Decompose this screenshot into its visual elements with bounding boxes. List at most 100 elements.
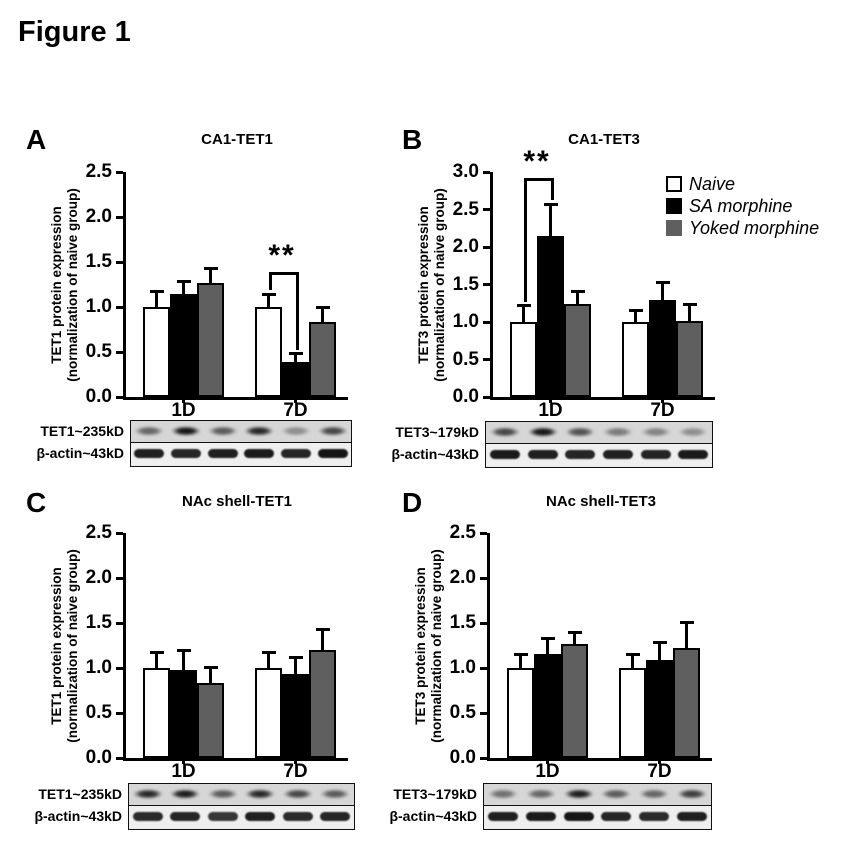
y-tick-mark [483,320,490,324]
x-category-label: 7D [283,400,308,421]
error-bar-line [267,652,270,668]
y-tick-label: 2.5 [452,198,479,220]
y-tick-label: 1.0 [452,311,479,332]
x-category-tick [661,397,664,403]
significance-stars: ** [268,238,296,272]
y-tick-mark [483,283,490,286]
chart-title-b: CA1-TET3 [568,131,640,148]
protein-band [134,426,165,436]
y-tick-label: 1.5 [452,273,479,295]
blot-band-label: TET3~179kD [395,424,479,440]
y-tick-label: 0.0 [452,386,479,407]
y-tick-label: 1.5 [449,612,476,633]
x-category-tick [294,397,297,403]
chart-title-d: NAc shell-TET3 [545,493,657,510]
y-tick-mark [483,395,490,399]
x-category-tick [549,397,552,403]
error-bar-cap [543,202,558,206]
error-bar-cap [149,651,164,655]
x-category-label: 7D [647,761,672,782]
x-axis [123,758,348,761]
error-bar-cap [516,304,531,307]
y-tick-mark [480,531,487,535]
error-bar-line [576,291,579,304]
error-bar-line [209,667,212,684]
bar-yoked-morphine-7D [309,650,336,758]
y-tick-mark [116,666,123,670]
bar-chart-a: 0.0 0.5 1.0 1.5 2.0 2.5 1D 7D ** [86,161,348,420]
bar-sa-morphine-7D [282,674,309,758]
protein-band [207,449,238,458]
x-category-tick [294,758,297,764]
bar-yoked-morphine-7D [673,648,700,758]
x-category-label: 1D [171,761,196,782]
y-tick-mark [483,170,490,174]
sig-bracket-right [550,178,554,201]
y-tick-mark [116,621,123,625]
blot-row-actin [486,444,712,466]
y-tick-mark [480,621,487,625]
error-bar-cap [679,620,694,624]
error-bar-cap [625,653,640,656]
bar-naive-7D [255,668,282,758]
protein-band [487,812,518,821]
y-tick-mark [116,215,123,219]
bar-naive-7D [619,668,646,758]
y-axis-label-line1: TET3 protein expression [415,205,431,364]
y-tick-label: 0.5 [452,348,479,370]
error-bar-line [658,642,661,660]
y-tick-mark [116,756,123,760]
protein-band [639,789,670,799]
bar-chart-b: 0.0 0.5 1.0 1.5 2.0 2.5 3.0 1D 7D ** [453,147,715,420]
protein-band [171,426,201,436]
y-tick-label: 2.0 [85,206,112,227]
y-axis-label-line1: TET3 protein expression [412,566,428,725]
bar-sa-morphine-7D [282,361,309,397]
legend-label: Yoked morphine [689,218,820,238]
y-axis [487,533,490,761]
legend-item-yoked-morphine: Yoked morphine [666,217,819,239]
bar-sa-morphine-1D [170,294,197,397]
error-bar-line [155,652,158,668]
bar-sa-morphine-1D [534,653,561,758]
error-bar-line [631,654,634,668]
error-bar-cap [655,280,670,284]
sig-bracket-right [295,271,299,350]
panel-letter-d: D [402,487,423,518]
blot-band-label: TET3~179kD [393,786,477,802]
blot-row-actin [484,806,711,828]
protein-band [525,789,556,799]
figure-title: Figure 1 [18,16,131,48]
panel-letter-c: C [26,487,47,518]
y-tick-label: 2.5 [85,161,112,182]
error-bar-cap [176,649,191,653]
x-category-tick [546,758,549,764]
y-axis [123,533,126,761]
error-bar-line [321,629,324,650]
y-axis [490,172,493,400]
error-bar-cap [176,280,191,284]
error-bar-cap [261,292,276,296]
protein-band [171,449,201,458]
protein-band [678,450,709,459]
y-tick-label: 2.5 [85,522,112,543]
error-bar-cap [513,653,528,656]
y-tick-label: 1.0 [449,657,476,678]
protein-band [601,789,632,799]
error-bar-line [546,638,549,654]
legend: Naive SA morphine Yoked morphine [666,173,819,239]
error-bar-cap [682,302,697,306]
significance-stars: ** [523,145,551,178]
error-bar-line [522,305,525,322]
y-tick-mark [480,576,487,580]
y-tick-label: 2.5 [449,522,476,543]
bar-sa-morphine-7D [646,659,673,758]
protein-band [320,812,351,821]
y-tick-label: 2.0 [85,567,112,588]
error-bar-cap [652,641,667,645]
protein-band [281,426,311,436]
protein-band [282,789,313,799]
bar-sa-morphine-7D [649,299,676,397]
y-tick-mark [480,711,487,715]
protein-band [487,789,518,799]
